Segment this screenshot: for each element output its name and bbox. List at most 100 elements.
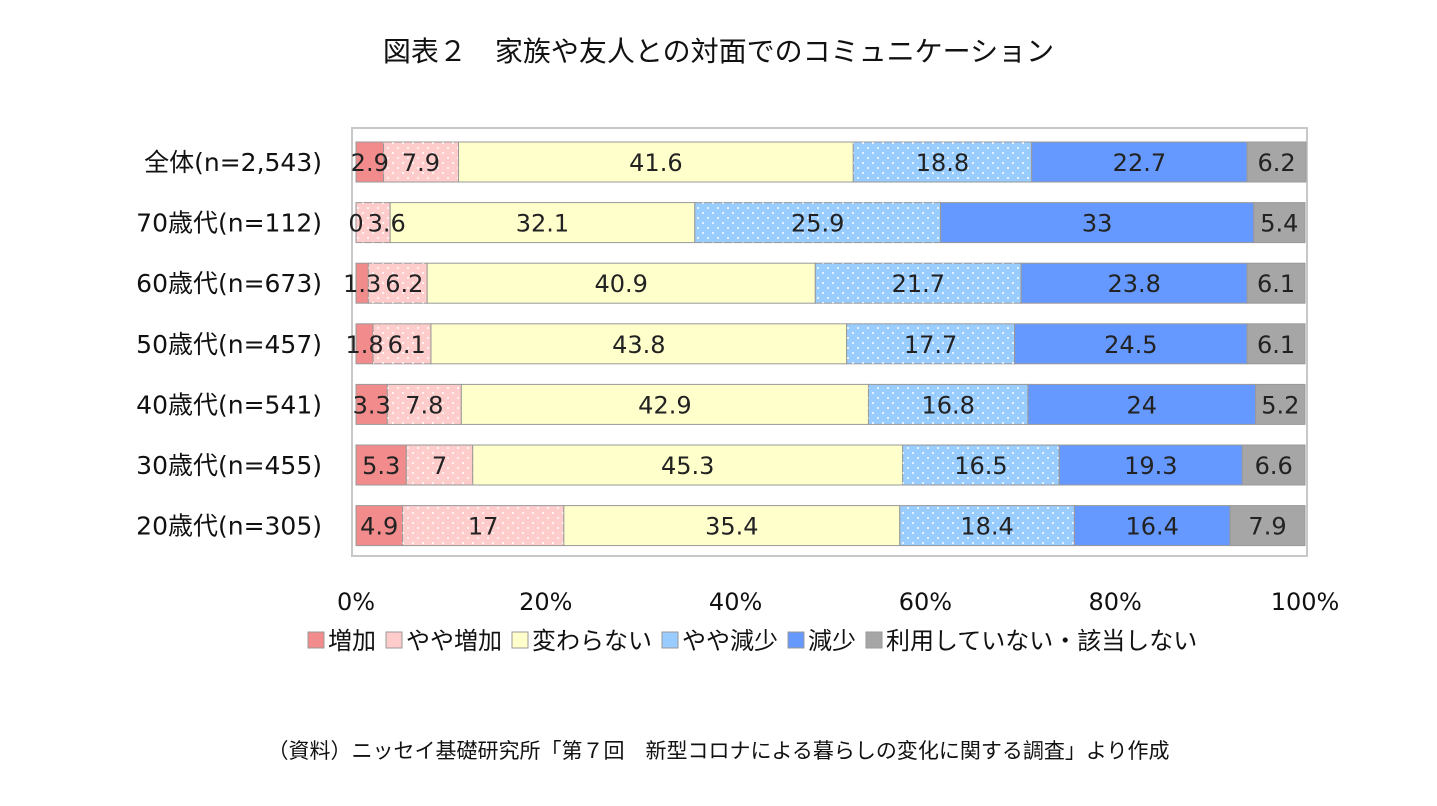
bar-segment-pattern	[815, 263, 1022, 304]
legend-swatch	[865, 631, 883, 649]
data-label: 45.3	[661, 452, 714, 480]
data-label: 7.9	[402, 149, 440, 177]
category-label: 70歳代(n=112)	[136, 209, 322, 238]
x-tick-label: 20%	[519, 588, 572, 616]
bar-segment-pattern	[368, 263, 428, 304]
data-label: 1.3	[343, 270, 381, 298]
bar-segment	[1058, 444, 1243, 486]
bar-segment-pattern	[356, 202, 391, 243]
bar-segment	[563, 505, 901, 547]
bar-segment-pattern	[902, 445, 1060, 485]
bar-segment-pattern	[402, 505, 564, 546]
bar-segment	[426, 262, 816, 304]
data-label: 1.8	[345, 331, 383, 359]
data-label: 22.7	[1113, 149, 1166, 177]
bar-segment-pattern	[387, 384, 462, 425]
data-label: 25.9	[791, 210, 844, 238]
data-label: 24	[1126, 391, 1157, 419]
category-label: 30歳代(n=455)	[136, 451, 322, 480]
data-label: 5.2	[1261, 391, 1299, 419]
data-label: 35.4	[705, 513, 758, 541]
x-tick-label: 80%	[1089, 588, 1142, 616]
bar-segment	[1241, 444, 1306, 486]
bar-segment-pattern	[846, 323, 1015, 364]
bar-segment	[1253, 202, 1306, 244]
bar-segment	[1020, 262, 1248, 304]
data-label: 7.9	[1248, 513, 1286, 541]
data-label: 23.8	[1107, 270, 1160, 298]
data-label: 2.9	[351, 149, 389, 177]
legend-swatch	[307, 631, 325, 649]
data-label: 33	[1082, 210, 1113, 238]
data-label: 6.6	[1255, 452, 1293, 480]
data-label: 6.1	[388, 331, 426, 359]
bar-segment-pattern	[383, 142, 459, 182]
data-label: 6.2	[385, 270, 423, 298]
legend-swatch	[385, 631, 403, 649]
bar-segment	[1246, 323, 1306, 365]
data-label: 4.9	[360, 513, 398, 541]
legend-swatch	[787, 631, 805, 649]
legend-swatch	[511, 631, 529, 649]
data-label: 17	[468, 513, 499, 541]
data-label: 18.4	[960, 513, 1013, 541]
data-label: 16.4	[1125, 513, 1178, 541]
category-label: 20歳代(n=305)	[136, 512, 322, 541]
data-label: 18.8	[916, 149, 969, 177]
data-label: 24.5	[1104, 331, 1157, 359]
bar-segment	[1027, 383, 1257, 425]
legend-label: 減少	[808, 627, 856, 655]
data-label: 0	[348, 210, 363, 238]
legend-label: やや減少	[682, 627, 778, 655]
bar-segment	[1031, 141, 1248, 183]
bar-segment	[389, 202, 696, 244]
data-label: 17.7	[904, 331, 957, 359]
bar-segment-pattern	[694, 202, 941, 243]
data-label: 21.7	[892, 270, 945, 298]
chart-title: 図表２ 家族や友人との対面でのコミュニケーション	[382, 35, 1055, 68]
data-label: 6.2	[1257, 149, 1295, 177]
data-label: 7.8	[405, 391, 443, 419]
data-label: 7	[432, 452, 447, 480]
bar-segment	[1255, 383, 1306, 425]
data-label: 6.1	[1257, 331, 1295, 359]
source-note: （資料）ニッセイ基礎研究所「第７回 新型コロナによる暮らしの変化に関する調査」よ…	[267, 739, 1170, 763]
bar-segment	[1229, 505, 1306, 547]
data-label: 3.3	[353, 391, 391, 419]
category-label: 40歳代(n=541)	[136, 390, 322, 419]
bar-segment	[355, 383, 388, 425]
x-tick-label: 60%	[899, 588, 952, 616]
x-tick-label: 100%	[1271, 588, 1340, 616]
bar-segment	[1073, 505, 1231, 547]
legend-label: 変わらない	[532, 627, 652, 655]
legend-swatch	[661, 631, 679, 649]
data-label: 5.4	[1260, 210, 1298, 238]
legend-label: 増加	[328, 627, 376, 655]
data-label: 41.6	[629, 149, 682, 177]
data-label: 6.1	[1257, 270, 1295, 298]
data-label: 43.8	[612, 331, 665, 359]
bar-segment	[430, 323, 848, 365]
category-label: 全体(n=2,543)	[144, 148, 322, 177]
bar-segment	[355, 141, 385, 183]
legend-label: やや増加	[406, 627, 502, 655]
data-label: 5.3	[362, 452, 400, 480]
bar-segment	[1246, 141, 1307, 183]
data-label: 16.5	[954, 452, 1007, 480]
data-label: 32.1	[516, 210, 569, 238]
bar-segment-pattern	[899, 505, 1075, 546]
legend-label: 利用していない・該当しない	[886, 627, 1197, 655]
bar-segment-pattern	[853, 142, 1032, 182]
category-label: 50歳代(n=457)	[136, 330, 322, 359]
x-tick-label: 40%	[709, 588, 762, 616]
bar-segment-pattern	[373, 323, 431, 364]
data-label: 16.8	[921, 391, 974, 419]
bar-segment	[940, 202, 1255, 244]
x-tick-label: 0%	[337, 588, 375, 616]
data-label: 19.3	[1124, 452, 1177, 480]
bar-segment	[355, 444, 407, 486]
data-label: 40.9	[595, 270, 648, 298]
category-label: 60歳代(n=673)	[136, 269, 322, 298]
